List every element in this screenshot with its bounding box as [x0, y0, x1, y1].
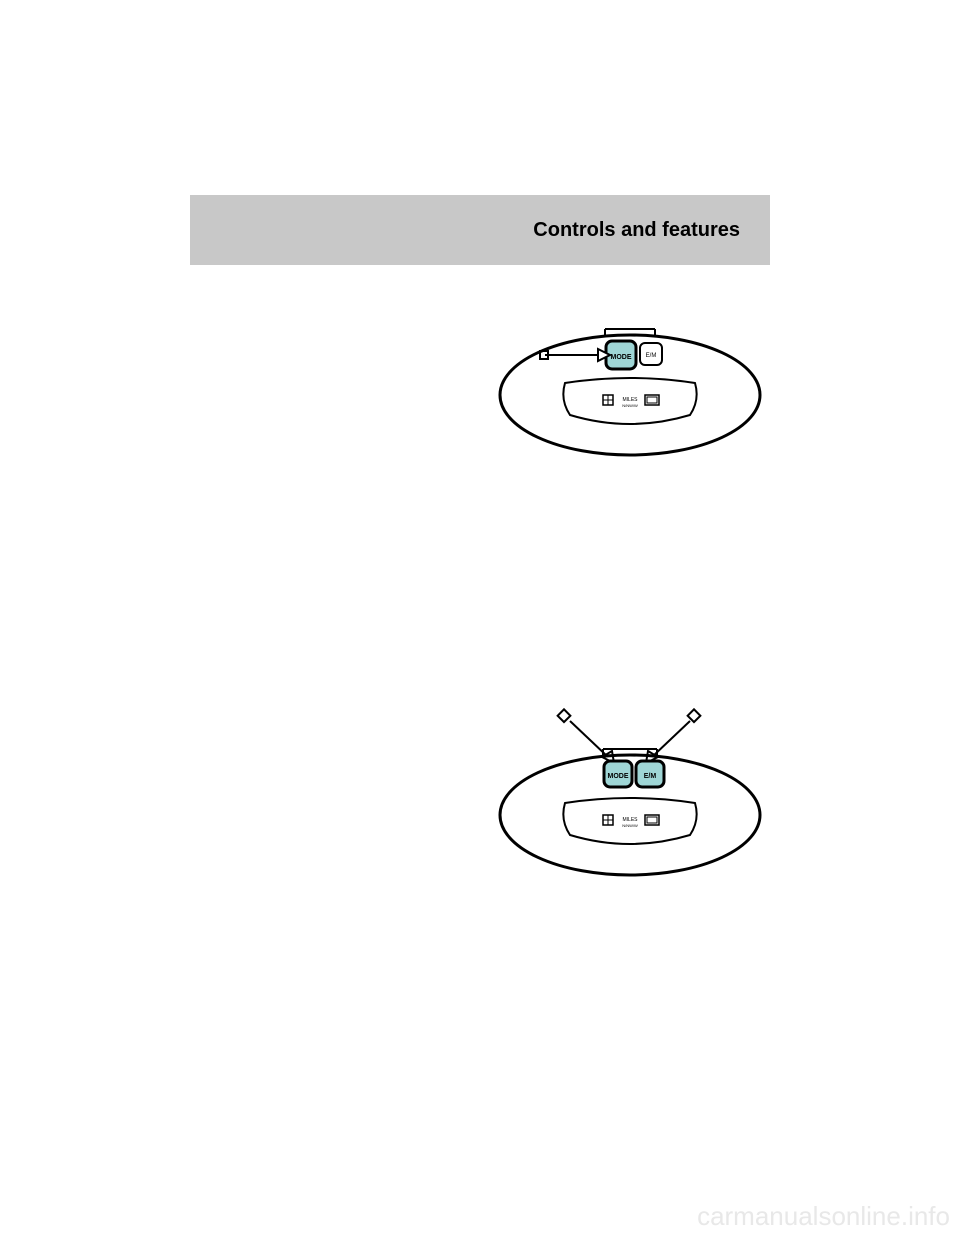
display-icons-2: MILES N/NW/W — [603, 815, 659, 828]
mode-button-label: MODE — [611, 354, 632, 361]
header-bar: Controls and features — [190, 195, 770, 265]
svg-text:N/NW/W: N/NW/W — [622, 403, 638, 408]
manual-page: Controls and features MODE E/M — [190, 195, 770, 925]
em-button-label: E/M — [646, 353, 657, 359]
arrow-to-mode — [540, 349, 610, 361]
em-button-label-2: E/M — [644, 773, 657, 780]
console-diagram-both: MODE E/M MILES N/NW/W — [490, 705, 770, 885]
watermark-text: carmanualsonline.info — [697, 1201, 950, 1232]
mode-button-label-2: MODE — [608, 773, 629, 780]
display-icons: MILES N/NW/W — [603, 395, 659, 408]
content-area: MODE E/M MILES N/NW/W — [190, 305, 770, 925]
spacer-1 — [190, 505, 770, 705]
console-diagram-mode: MODE E/M MILES N/NW/W — [490, 305, 770, 465]
section-mode: MODE E/M MILES N/NW/W — [190, 305, 770, 465]
section-both: MODE E/M MILES N/NW/W — [190, 705, 770, 885]
svg-text:N/NW/W: N/NW/W — [622, 823, 638, 828]
page-title: Controls and features — [533, 219, 740, 242]
